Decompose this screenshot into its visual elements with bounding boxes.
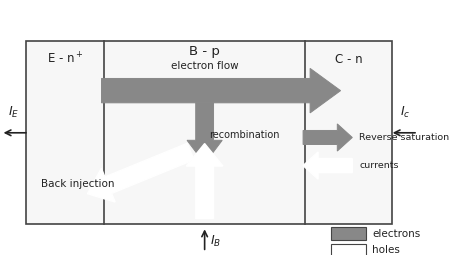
FancyArrow shape <box>187 103 222 164</box>
Text: recombination: recombination <box>210 130 280 140</box>
Bar <box>27 41 392 224</box>
Text: E - n$^+$: E - n$^+$ <box>47 52 83 67</box>
Bar <box>331 244 366 257</box>
FancyArrow shape <box>186 144 223 218</box>
Text: Back injection: Back injection <box>41 179 115 189</box>
FancyArrow shape <box>87 143 194 202</box>
Text: B - p: B - p <box>189 45 220 58</box>
Text: holes: holes <box>373 245 401 255</box>
FancyArrow shape <box>303 152 352 179</box>
FancyArrow shape <box>303 124 352 151</box>
Text: $I_B$: $I_B$ <box>210 234 221 250</box>
Text: Reverse saturation: Reverse saturation <box>359 133 449 142</box>
FancyArrow shape <box>101 68 341 113</box>
Text: C - n: C - n <box>335 53 363 66</box>
Bar <box>331 227 366 240</box>
Text: currents: currents <box>359 161 399 170</box>
Text: electrons: electrons <box>373 228 421 238</box>
Text: $I_E$: $I_E$ <box>8 105 19 120</box>
Text: electron flow: electron flow <box>171 61 238 71</box>
Text: $I_c$: $I_c$ <box>400 105 410 120</box>
